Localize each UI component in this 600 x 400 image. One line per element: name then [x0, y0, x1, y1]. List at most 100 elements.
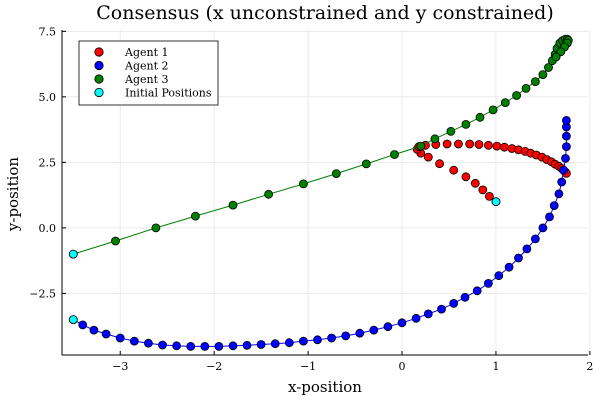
data-point-agent-1 [499, 142, 509, 152]
data-point-initial-positions [68, 315, 78, 325]
y-tick-label: 0.0 [39, 222, 57, 235]
data-point-agent-3 [264, 189, 274, 199]
legend-label: Initial Positions [125, 87, 212, 100]
data-point-agent-3 [416, 141, 426, 151]
data-point-agent-2 [557, 177, 567, 187]
data-point-agent-3 [430, 134, 440, 144]
data-point-agent-2 [78, 320, 88, 330]
data-point-agent-2 [562, 142, 571, 152]
data-point-agent-3 [512, 91, 521, 100]
data-point-agent-2 [449, 298, 459, 308]
legend-label: Agent 1 [124, 46, 169, 59]
data-point-agent-2 [494, 271, 504, 281]
axes [61, 30, 591, 356]
data-point-agent-1 [435, 159, 445, 169]
data-point-agent-2 [483, 278, 493, 288]
legend-marker [94, 47, 104, 57]
x-tick-label: −3 [112, 360, 128, 373]
data-point-agent-2 [397, 318, 407, 328]
y-tick-label: 7.5 [39, 25, 57, 38]
data-point-agent-2 [158, 340, 167, 350]
data-point-agent-2 [298, 336, 308, 346]
data-point-agent-1 [492, 141, 502, 151]
series-initial-positions [68, 197, 501, 325]
data-point-agent-3 [331, 169, 341, 179]
data-point-agent-2 [101, 329, 111, 339]
data-point-agent-2 [549, 201, 559, 211]
data-point-agent-1 [484, 191, 494, 201]
data-point-agent-2 [200, 341, 210, 351]
data-point-agent-1 [423, 152, 433, 162]
data-point-agent-2 [531, 234, 540, 244]
data-point-agent-2 [504, 262, 514, 272]
y-axis-label: y-position [4, 157, 22, 233]
y-tick-label: −2.5 [29, 287, 56, 300]
data-point-agent-1 [442, 139, 452, 149]
tick-labels: −3 −2 −1 0 1 2 −2.5 0.0 2.5 5.0 7.5 [29, 25, 593, 373]
legend-marker [94, 74, 104, 84]
legend-marker [94, 60, 104, 71]
legend-label: Agent 3 [124, 73, 169, 86]
data-point-agent-2 [313, 335, 322, 345]
data-point-agent-2 [423, 309, 433, 319]
data-point-agent-1 [453, 139, 463, 149]
data-point-agent-3 [390, 150, 399, 159]
data-point-agent-1 [465, 139, 475, 149]
data-point-agent-3 [500, 98, 510, 107]
data-point-agent-2 [514, 253, 523, 263]
data-point-agent-3 [461, 120, 471, 129]
data-point-agent-3 [298, 179, 308, 189]
x-tick-label: 2 [586, 360, 593, 373]
data-point-agent-2 [460, 292, 470, 302]
data-point-agent-2 [437, 304, 446, 314]
data-point-agent-2 [538, 223, 548, 233]
data-point-agent-2 [327, 333, 337, 343]
data-point-agent-3 [488, 105, 498, 115]
data-point-agent-2 [186, 341, 196, 351]
data-point-agent-1 [474, 140, 484, 149]
data-point-agent-2 [383, 322, 393, 332]
data-point-agent-3 [190, 211, 200, 221]
data-point-agent-3 [446, 126, 456, 136]
data-point-agent-1 [483, 140, 493, 150]
x-axis-label: x-position [288, 378, 362, 396]
legend-marker [94, 87, 104, 98]
x-tick-label: 0 [399, 360, 406, 373]
data-point-agent-2 [472, 286, 482, 296]
data-point-agent-2 [545, 212, 554, 222]
data-point-agent-2 [562, 131, 571, 141]
grid [62, 30, 591, 355]
chart-title: Consensus (x unconstrained and y constra… [96, 2, 554, 24]
data-point-agent-1 [478, 185, 488, 195]
data-point-agent-3 [538, 70, 548, 79]
data-point-agent-2 [270, 339, 280, 349]
y-tick-label: 5.0 [39, 91, 57, 104]
data-point-agent-2 [369, 325, 379, 335]
x-tick-label: −2 [206, 360, 222, 373]
data-point-agent-3 [521, 84, 531, 93]
data-point-agent-3 [228, 200, 238, 210]
data-point-agent-1 [449, 165, 459, 175]
data-point-agent-3 [531, 77, 540, 86]
data-point-agent-2 [561, 153, 570, 163]
data-point-initial-positions [68, 249, 78, 259]
x-tick-label: 1 [492, 360, 499, 373]
data-point-agent-2 [355, 328, 365, 338]
data-point-agent-3 [544, 63, 553, 72]
data-point-agent-2 [89, 325, 99, 335]
data-point-agent-2 [341, 331, 351, 341]
series-agent-2 [68, 116, 571, 351]
data-point-agent-3 [475, 112, 485, 122]
data-point-agent-3 [361, 159, 371, 169]
data-point-agent-2 [559, 165, 568, 175]
data-point-agent-2 [562, 116, 571, 125]
data-point-agent-2 [143, 338, 153, 348]
data-point-agent-3 [151, 223, 161, 233]
data-point-agent-1 [461, 172, 471, 182]
data-point-agent-2 [129, 336, 139, 346]
y-tick-label: 2.5 [39, 156, 57, 169]
series-agent-3 [68, 34, 573, 259]
data-point-agent-2 [554, 189, 564, 199]
